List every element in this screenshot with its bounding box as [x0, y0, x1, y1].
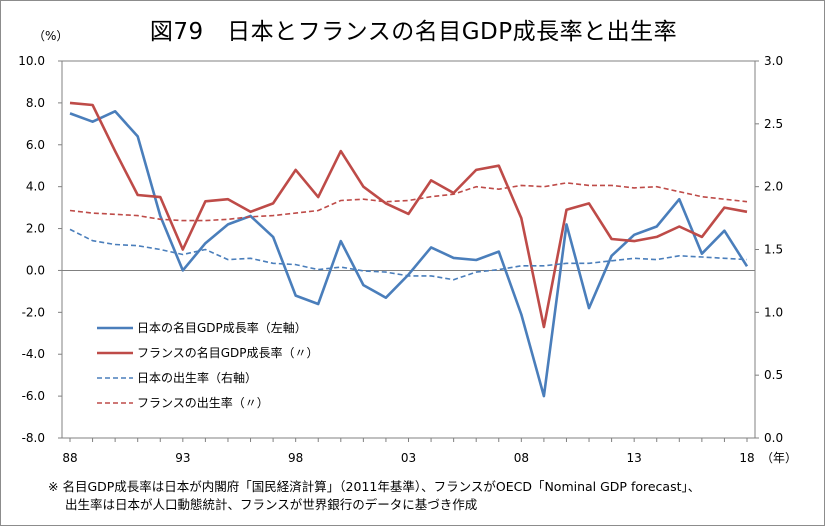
left-axis-tick-label: -2.0	[22, 305, 45, 319]
x-axis-tick-label: 93	[175, 451, 190, 465]
series-line-1	[69, 110, 749, 398]
right-axis-tick-label: 0.0	[764, 431, 783, 445]
x-axis-unit: （年）	[761, 451, 797, 465]
left-axis-tick-label: -6.0	[22, 389, 45, 403]
x-axis-tick-label: 18	[739, 451, 754, 465]
legend-label: フランスの出生率（〃）	[137, 395, 269, 410]
left-axis-tick-label: 4.0	[26, 180, 45, 194]
left-axis-tick-label: 10.0	[18, 54, 45, 68]
x-axis-tick-label: 98	[288, 451, 303, 465]
source-note: ※ 名目GDP成長率は日本が内閣府「国民経済計算」（2011年基準）、フランスが…	[48, 478, 700, 514]
right-axis-tick-label: 3.0	[764, 54, 783, 68]
series-line-4	[69, 182, 748, 222]
left-axis-tick-label: 2.0	[26, 222, 45, 236]
source-note-line-1: ※ 名目GDP成長率は日本が内閣府「国民経済計算」（2011年基準）、フランスが…	[48, 479, 701, 494]
source-note-line-2: 出生率は日本が人口動態統計、フランスが世界銀行のデータに基づき作成	[65, 497, 478, 512]
left-axis-tick-label: -8.0	[22, 431, 45, 445]
x-axis-tick-label: 08	[514, 451, 529, 465]
legend-label: フランスの名目GDP成長率（〃）	[137, 345, 319, 360]
left-axis-tick-label: 8.0	[26, 96, 45, 110]
chart-title: 図79 日本とフランスの名目GDP成長率と出生率	[149, 19, 678, 45]
x-axis-tick-label: 03	[401, 451, 416, 465]
legend-label: 日本の出生率（右軸）	[137, 370, 257, 385]
right-axis-tick-label: 2.0	[764, 180, 783, 194]
right-axis-tick-label: 2.5	[764, 117, 783, 131]
right-axis-tick-label: 1.5	[764, 243, 783, 257]
right-axis-tick-label: 1.0	[764, 305, 783, 319]
left-axis-tick-label: 0.0	[26, 263, 45, 277]
series-line-3	[69, 228, 748, 281]
x-axis-tick-label: 13	[627, 451, 642, 465]
left-axis-tick-label: -4.0	[22, 347, 45, 361]
x-axis-tick-label: 88	[62, 451, 77, 465]
series-line-2	[69, 101, 748, 329]
line-chart: 10.0 8.0 6.0 4.0 2.0 0.0 -2.0 -4.0 -6.0 -8.0 3.0 2.…	[18, 54, 797, 465]
right-axis-tick-label: 0.5	[764, 368, 783, 382]
legend-label: 日本の名目GDP成長率（左軸）	[137, 320, 307, 335]
left-axis-unit: （%）	[33, 29, 69, 43]
left-axis-tick-label: 6.0	[26, 138, 45, 152]
